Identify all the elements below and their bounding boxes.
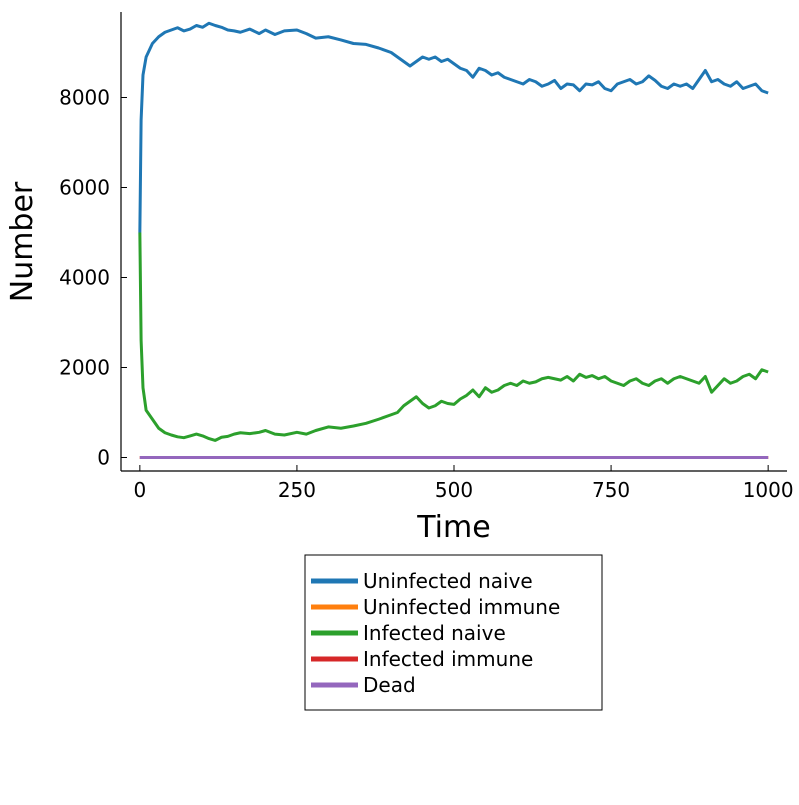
y-tick-label: 8000 — [59, 86, 110, 110]
plot-area: 0 250 500 750 1000 0 2000 4000 6000 8000 — [59, 12, 794, 502]
series-line-infected-naive — [138, 232, 769, 442]
legend-label-uninfected-immune: Uninfected immune — [363, 595, 560, 619]
legend-label-uninfected-naive: Uninfected naive — [363, 569, 533, 593]
ticks: 0 250 500 750 1000 0 2000 4000 6000 8000 — [59, 86, 794, 503]
series-line-uninfected-naive — [138, 21, 769, 233]
x-tick-label: 0 — [133, 478, 146, 502]
x-tick-label: 750 — [592, 478, 630, 502]
series-lines — [138, 21, 769, 459]
x-tick-label: 1000 — [743, 478, 794, 502]
y-axis-title: Number — [5, 181, 40, 302]
x-tick-label: 500 — [435, 478, 473, 502]
legend-label-infected-naive: Infected naive — [363, 621, 506, 645]
y-tick-label: 4000 — [59, 266, 110, 290]
y-tick-label: 0 — [97, 446, 110, 470]
y-tick-label: 6000 — [59, 176, 110, 200]
x-axis-title: Time — [416, 510, 490, 545]
legend-label-dead: Dead — [363, 673, 416, 697]
legend-label-infected-immune: Infected immune — [363, 647, 533, 671]
y-tick-label: 2000 — [59, 356, 110, 380]
x-tick-label: 250 — [278, 478, 316, 502]
